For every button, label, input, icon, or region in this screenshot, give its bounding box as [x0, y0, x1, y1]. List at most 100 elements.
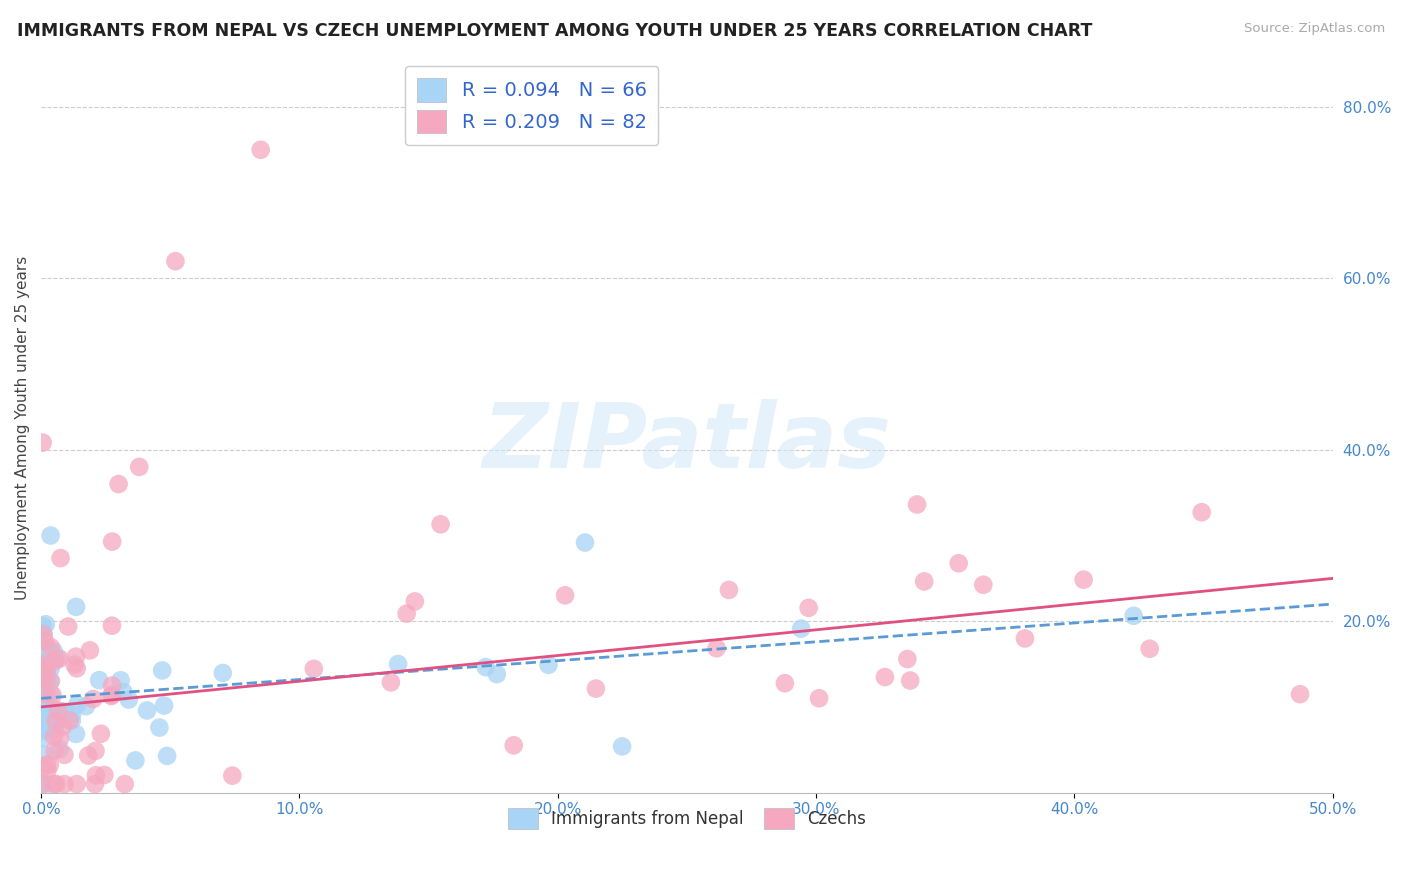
Text: ZIPatlas: ZIPatlas	[482, 399, 891, 487]
Point	[65, 777, 87, 791]
Point	[84, 768, 107, 782]
Point	[32, 747, 55, 762]
Point	[32, 665, 55, 679]
Point	[35, 664, 58, 678]
Point	[150, 664, 173, 678]
Point	[474, 660, 496, 674]
Point	[51, 705, 73, 719]
Point	[302, 662, 325, 676]
Point	[35, 757, 58, 772]
Point	[1289, 687, 1312, 701]
Point	[31, 714, 53, 728]
Point	[31, 687, 53, 701]
Point	[948, 556, 970, 570]
Point	[1122, 608, 1144, 623]
Point	[37, 777, 59, 791]
Point	[58, 619, 80, 633]
Point	[31, 724, 53, 739]
Point	[31, 619, 53, 633]
Point	[42, 715, 65, 730]
Legend: Immigrants from Nepal, Czechs: Immigrants from Nepal, Czechs	[502, 802, 873, 835]
Point	[249, 143, 271, 157]
Point	[34, 634, 56, 648]
Point	[35, 688, 58, 702]
Point	[52, 719, 75, 733]
Point	[60, 707, 83, 722]
Point	[972, 578, 994, 592]
Point	[44, 714, 66, 728]
Point	[153, 698, 176, 713]
Point	[32, 653, 55, 667]
Point	[84, 744, 107, 758]
Point	[537, 657, 560, 672]
Point	[65, 649, 87, 664]
Point	[77, 748, 100, 763]
Point	[395, 607, 418, 621]
Point	[63, 657, 86, 672]
Point	[48, 651, 70, 665]
Point	[82, 692, 104, 706]
Point	[387, 657, 409, 671]
Point	[32, 627, 55, 641]
Point	[46, 714, 69, 728]
Point	[101, 679, 124, 693]
Point	[790, 622, 813, 636]
Point	[100, 689, 122, 703]
Point	[38, 705, 60, 719]
Point	[39, 674, 62, 689]
Point	[34, 661, 56, 675]
Point	[1073, 573, 1095, 587]
Point	[32, 657, 55, 671]
Point	[59, 714, 82, 728]
Point	[797, 600, 820, 615]
Point	[101, 618, 124, 632]
Text: IMMIGRANTS FROM NEPAL VS CZECH UNEMPLOYMENT AMONG YOUTH UNDER 25 YEARS CORRELATI: IMMIGRANTS FROM NEPAL VS CZECH UNEMPLOYM…	[17, 22, 1092, 40]
Point	[128, 459, 150, 474]
Point	[42, 730, 65, 744]
Point	[53, 777, 76, 791]
Point	[554, 588, 576, 602]
Point	[31, 648, 53, 662]
Point	[42, 777, 65, 791]
Point	[39, 662, 62, 676]
Point	[49, 551, 72, 566]
Point	[912, 574, 935, 589]
Point	[37, 645, 59, 659]
Point	[112, 685, 135, 699]
Point	[93, 768, 115, 782]
Point	[75, 699, 97, 714]
Point	[39, 701, 62, 715]
Point	[44, 723, 66, 737]
Point	[66, 661, 89, 675]
Point	[32, 627, 55, 641]
Point	[212, 665, 235, 680]
Point	[165, 254, 187, 268]
Point	[39, 640, 62, 655]
Point	[38, 643, 60, 657]
Point	[89, 673, 111, 688]
Point	[31, 731, 53, 745]
Point	[148, 721, 170, 735]
Point	[37, 764, 59, 778]
Point	[101, 688, 124, 702]
Point	[34, 694, 56, 708]
Point	[1014, 632, 1036, 646]
Point	[1191, 505, 1213, 519]
Point	[1139, 641, 1161, 656]
Point	[118, 692, 141, 706]
Point	[31, 642, 53, 657]
Point	[49, 731, 72, 746]
Point	[48, 742, 70, 756]
Point	[34, 693, 56, 707]
Point	[773, 676, 796, 690]
Point	[136, 703, 159, 717]
Point	[46, 651, 69, 665]
Point	[31, 435, 53, 450]
Point	[485, 667, 508, 681]
Point	[31, 622, 53, 636]
Point	[32, 709, 55, 723]
Point	[79, 643, 101, 657]
Point	[65, 727, 87, 741]
Point	[35, 617, 58, 632]
Point	[42, 644, 65, 658]
